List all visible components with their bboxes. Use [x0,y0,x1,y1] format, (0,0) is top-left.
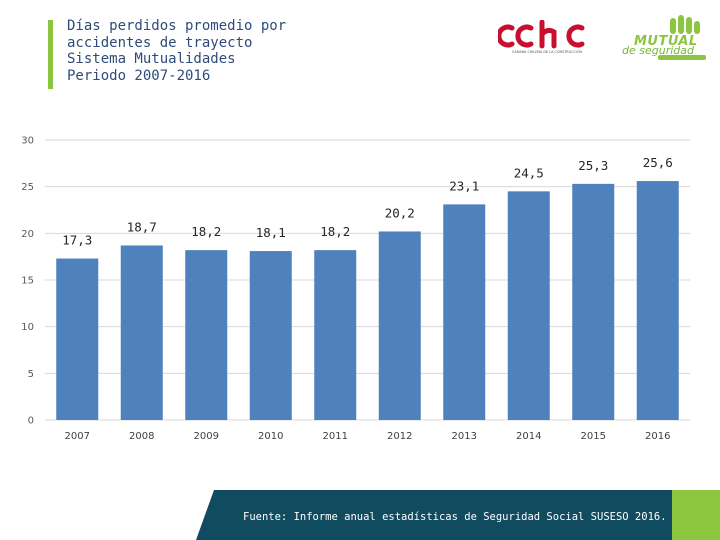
x-tick-label: 2010 [258,431,283,442]
mutual-logo-tag [658,55,706,60]
value-label: 18,1 [256,225,286,240]
bar-2008 [120,245,163,420]
y-tick-label: 15 [21,276,34,287]
chart-y-ticks: 0 5 10 15 20 25 30 [21,136,34,427]
value-label: 24,5 [514,165,544,180]
bar-2014 [507,191,550,420]
footer-band [196,490,672,540]
y-tick-label: 5 [28,369,34,380]
x-tick-label: 2009 [194,431,219,442]
mutual-hand-icon [670,15,700,34]
source-note: Fuente: Informe anual estadísticas de Se… [243,511,667,523]
x-tick-label: 2015 [581,431,606,442]
mutual-logo-subword: de seguridad [622,44,694,57]
x-tick-label: 2012 [387,431,412,442]
mutual-logo: MUTUAL de seguridad [618,14,708,62]
bar-2010 [249,251,292,420]
value-label: 23,1 [449,178,479,193]
x-tick-label: 2014 [516,431,541,442]
mutual-logo-word: MUTUAL [634,34,698,49]
x-tick-label: 2008 [129,431,154,442]
cchc-logo-subtitle: CÁMARA CHILENA DE LA CONSTRUCCIÓN [512,49,583,54]
value-label: 18,7 [127,219,157,234]
value-label: 25,6 [643,155,673,170]
chart-value-labels: 17,3 18,7 18,2 18,1 18,2 20,2 23,1 24,5 25,3 25,6 [62,155,673,247]
chart-x-ticks: 2007 2008 2009 2010 2011 2012 2013 2014 2015 2016 [65,431,671,442]
page-title: Días perdidos promedio por accidentes de… [67,18,286,84]
x-tick-label: 2007 [65,431,90,442]
bar-2007 [56,258,99,420]
y-tick-label: 20 [21,229,34,240]
value-label: 17,3 [62,233,92,248]
y-tick-label: 0 [28,416,34,427]
title-line-4: Periodo 2007-2016 [67,67,211,84]
bar-2016 [636,181,679,420]
y-tick-label: 10 [21,322,34,333]
bar-2012 [378,231,421,420]
x-tick-label: 2011 [323,431,348,442]
title-line-3: Sistema Mutualidades [67,51,236,67]
title-line-2: accidentes de trayecto [67,34,253,51]
footer-green-block [672,490,720,540]
chart-bars [56,181,679,420]
bar-chart: 0 5 10 15 20 25 30 17,3 18,7 18,2 18,1 18,2 20,2 23,… [21,136,690,442]
bar-2013 [443,204,486,420]
value-label: 20,2 [385,205,415,220]
x-tick-label: 2013 [452,431,477,442]
cchc-logo: CÁMARA CHILENA DE LA CONSTRUCCIÓN [496,19,596,56]
title-line-1: Días perdidos promedio por [67,18,287,34]
y-tick-label: 30 [21,136,34,147]
value-label: 18,2 [320,224,350,239]
title-accent-bar [48,20,53,89]
bar-2011 [314,250,357,420]
x-tick-label: 2016 [645,431,670,442]
y-tick-label: 25 [21,182,34,193]
value-label: 25,3 [578,158,608,173]
bar-2015 [572,183,615,420]
bar-2009 [185,250,228,420]
value-label: 18,2 [191,224,221,239]
